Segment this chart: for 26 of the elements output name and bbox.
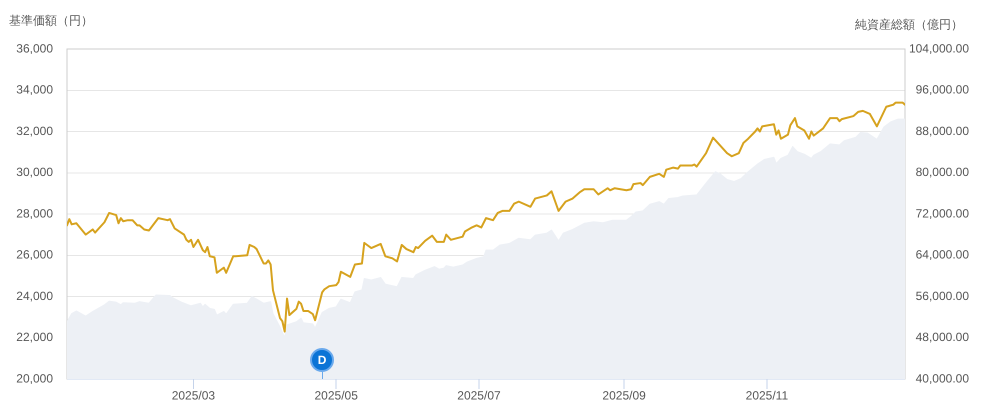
y-tick-label: 22,000 [16,330,54,344]
y-tick-label: 32,000 [16,124,54,138]
x-tick-label: 2025/07 [457,388,501,403]
y-tick-label: 34,000 [16,82,54,97]
y2-tick-label: 88,000.00 [916,124,970,138]
y2-tick-label: 104,000.00 [908,41,970,56]
y-tick-label: 30,000 [16,165,54,180]
y2-tick-label: 64,000.00 [916,248,970,262]
x-tick-label: 2025/05 [314,388,358,403]
x-tick-label: 2025/11 [746,388,788,403]
y2-tick-label: 48,000.00 [916,330,970,344]
y-tick-label: 20,000 [16,371,54,386]
y2-tick-label: 40,000.00 [916,371,970,386]
x-tick-label: 2025/03 [172,388,216,403]
y-axis-title: 基準価額（円） [9,13,93,28]
x-tick-label: 2025/09 [602,388,646,403]
y2-tick-label: 80,000.00 [916,165,970,180]
y2-tick-label: 56,000.00 [916,288,970,303]
y-tick-label: 24,000 [16,288,54,303]
y-tick-label: 36,000 [16,41,54,56]
annotation: D [318,353,326,367]
y2-axis-title: 純資産総額（億円） [855,17,963,32]
y2-tick-label: 96,000.00 [916,82,970,97]
y-tick-label: 28,000 [16,206,54,220]
y-tick-label: 26,000 [16,248,54,262]
y2-tick-label: 72,000.00 [916,206,970,220]
